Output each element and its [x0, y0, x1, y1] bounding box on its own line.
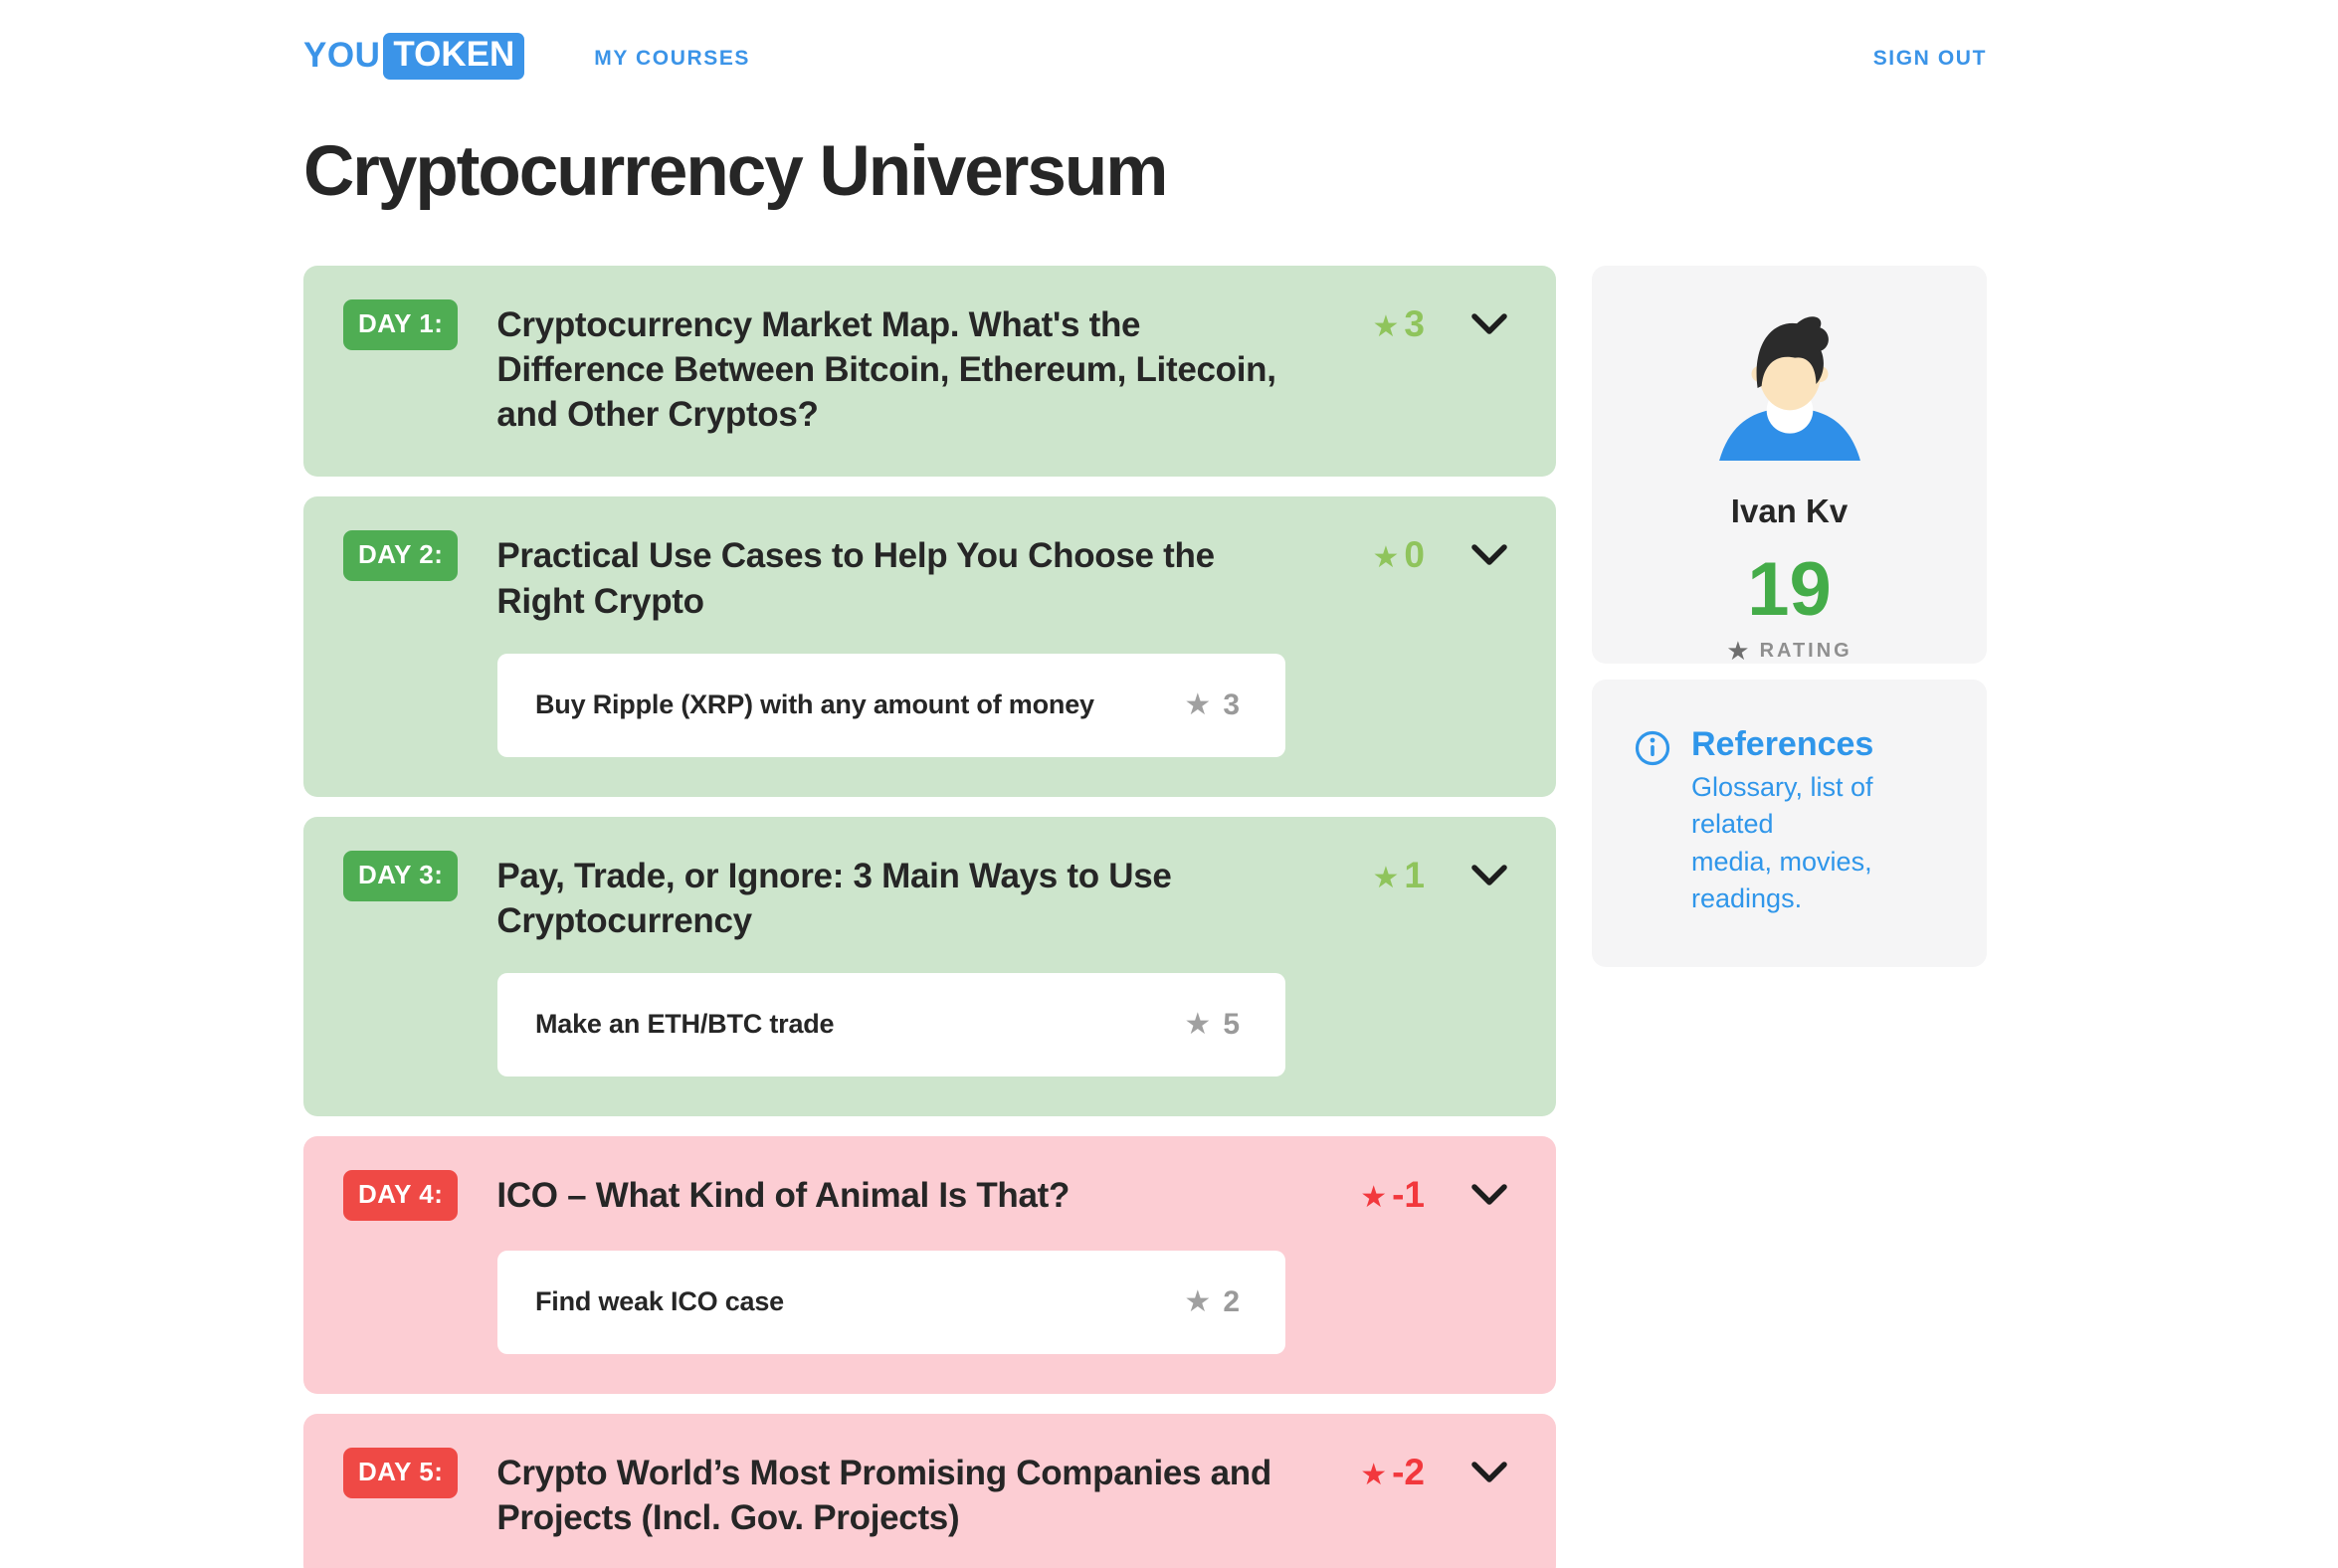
task-list: Find weak ICO case ★ 2 — [497, 1250, 1508, 1354]
day-title: Practical Use Cases to Help You Choose t… — [496, 536, 1215, 621]
task-label: Buy Ripple (XRP) with any amount of mone… — [535, 689, 1094, 720]
day-score: ★ 0 — [1373, 534, 1425, 576]
day-card: DAY 2: Practical Use Cases to Help You C… — [303, 496, 1556, 797]
references-subtitle: Glossary, list of related media, movies,… — [1691, 772, 1873, 913]
day-score-value: -1 — [1392, 1173, 1425, 1215]
star-icon: ★ — [1372, 861, 1400, 894]
day-card: DAY 1: Cryptocurrency Market Map. What's… — [303, 266, 1556, 478]
chevron-down-icon[interactable] — [1470, 864, 1508, 887]
sign-out-link[interactable]: SIGN OUT — [1872, 47, 1987, 70]
day-score-value: 3 — [1404, 303, 1425, 344]
sidebar: Ivan Kv 19 ★ RATING References Glossary,… — [1592, 266, 1987, 967]
chevron-down-icon[interactable] — [1470, 1461, 1508, 1484]
star-icon: ★ — [1360, 1458, 1388, 1491]
task-star-count: 5 — [1223, 1007, 1240, 1041]
day-score: ★ -2 — [1360, 1452, 1425, 1493]
references-text: References Glossary, list of related med… — [1691, 725, 1953, 917]
task-star-count: 3 — [1223, 687, 1240, 721]
day-card-list: DAY 1: Cryptocurrency Market Map. What's… — [303, 266, 1556, 1568]
day-title: ICO – What Kind of Animal Is That? — [496, 1175, 1071, 1215]
task-label: Make an ETH/BTC trade — [535, 1009, 835, 1040]
day-score: ★ -1 — [1360, 1174, 1425, 1216]
day-card: DAY 4: ICO – What Kind of Animal Is That… — [303, 1135, 1556, 1394]
day-score-value: 0 — [1404, 534, 1425, 576]
rating-row: ★ RATING — [1592, 636, 1987, 667]
day-header[interactable]: DAY 2: Practical Use Cases to Help You C… — [343, 530, 1508, 623]
day-title: Crypto World’s Most Promising Companies … — [496, 1453, 1271, 1538]
day-badge: DAY 1: — [343, 299, 459, 350]
references-title[interactable]: References — [1691, 725, 1874, 763]
references-card[interactable]: References Glossary, list of related med… — [1592, 680, 1987, 967]
page-title: Cryptocurrency Universum — [303, 132, 1168, 211]
day-score-value: 1 — [1404, 854, 1425, 895]
user-avatar — [1718, 316, 1860, 461]
star-icon: ★ — [1726, 636, 1750, 666]
main-content: DAY 1: Cryptocurrency Market Map. What's… — [303, 266, 1987, 1568]
task-list: Make an ETH/BTC trade ★ 5 — [497, 972, 1508, 1077]
task-item[interactable]: Find weak ICO case ★ 2 — [497, 1250, 1285, 1354]
day-card: DAY 5: Crypto World’s Most Promising Com… — [303, 1413, 1556, 1568]
day-badge: DAY 4: — [343, 1169, 459, 1221]
info-icon — [1635, 730, 1670, 766]
nav-my-courses-link[interactable]: MY COURSES — [594, 47, 751, 70]
day-score-value: -2 — [1392, 1451, 1425, 1492]
star-icon: ★ — [1372, 541, 1400, 575]
day-header[interactable]: DAY 4: ICO – What Kind of Animal Is That… — [343, 1169, 1508, 1221]
user-name: Ivan Kv — [1730, 492, 1849, 529]
logo-token-badge: TOKEN — [383, 32, 525, 80]
task-item[interactable]: Make an ETH/BTC trade ★ 5 — [497, 972, 1285, 1077]
star-icon: ★ — [1372, 310, 1400, 343]
day-score: ★ 3 — [1373, 303, 1425, 345]
youtoken-logo[interactable]: YOU TOKEN — [303, 32, 525, 80]
day-badge: DAY 2: — [343, 530, 459, 582]
logo-you-text: YOU — [303, 36, 381, 75]
day-header[interactable]: DAY 1: Cryptocurrency Market Map. What's… — [343, 299, 1508, 437]
top-bar: YOU TOKEN MY COURSES SIGN OUT — [303, 0, 1987, 84]
task-label: Find weak ICO case — [535, 1286, 784, 1317]
star-icon: ★ — [1184, 1285, 1212, 1319]
day-title: Pay, Trade, or Ignore: 3 Main Ways to Us… — [496, 856, 1172, 940]
day-badge: DAY 3: — [343, 850, 459, 901]
rating-label: RATING — [1759, 640, 1852, 662]
day-score: ★ 1 — [1373, 855, 1425, 896]
day-card: DAY 3: Pay, Trade, or Ignore: 3 Main Way… — [303, 816, 1556, 1116]
chevron-down-icon[interactable] — [1470, 543, 1508, 567]
day-header[interactable]: DAY 3: Pay, Trade, or Ignore: 3 Main Way… — [343, 850, 1508, 943]
star-icon: ★ — [1184, 1008, 1212, 1042]
chevron-down-icon[interactable] — [1470, 1183, 1508, 1207]
task-item[interactable]: Buy Ripple (XRP) with any amount of mone… — [497, 653, 1285, 757]
day-header[interactable]: DAY 5: Crypto World’s Most Promising Com… — [343, 1447, 1508, 1540]
profile-card: Ivan Kv 19 ★ RATING — [1592, 266, 1987, 667]
day-badge: DAY 5: — [343, 1447, 459, 1498]
chevron-down-icon[interactable] — [1470, 312, 1508, 336]
star-icon: ★ — [1360, 1180, 1388, 1214]
rating-value: 19 — [1747, 547, 1832, 632]
task-star-count: 2 — [1223, 1284, 1240, 1318]
task-list: Buy Ripple (XRP) with any amount of mone… — [497, 653, 1508, 757]
star-icon: ★ — [1184, 688, 1212, 722]
day-title: Cryptocurrency Market Map. What's the Di… — [496, 305, 1276, 435]
